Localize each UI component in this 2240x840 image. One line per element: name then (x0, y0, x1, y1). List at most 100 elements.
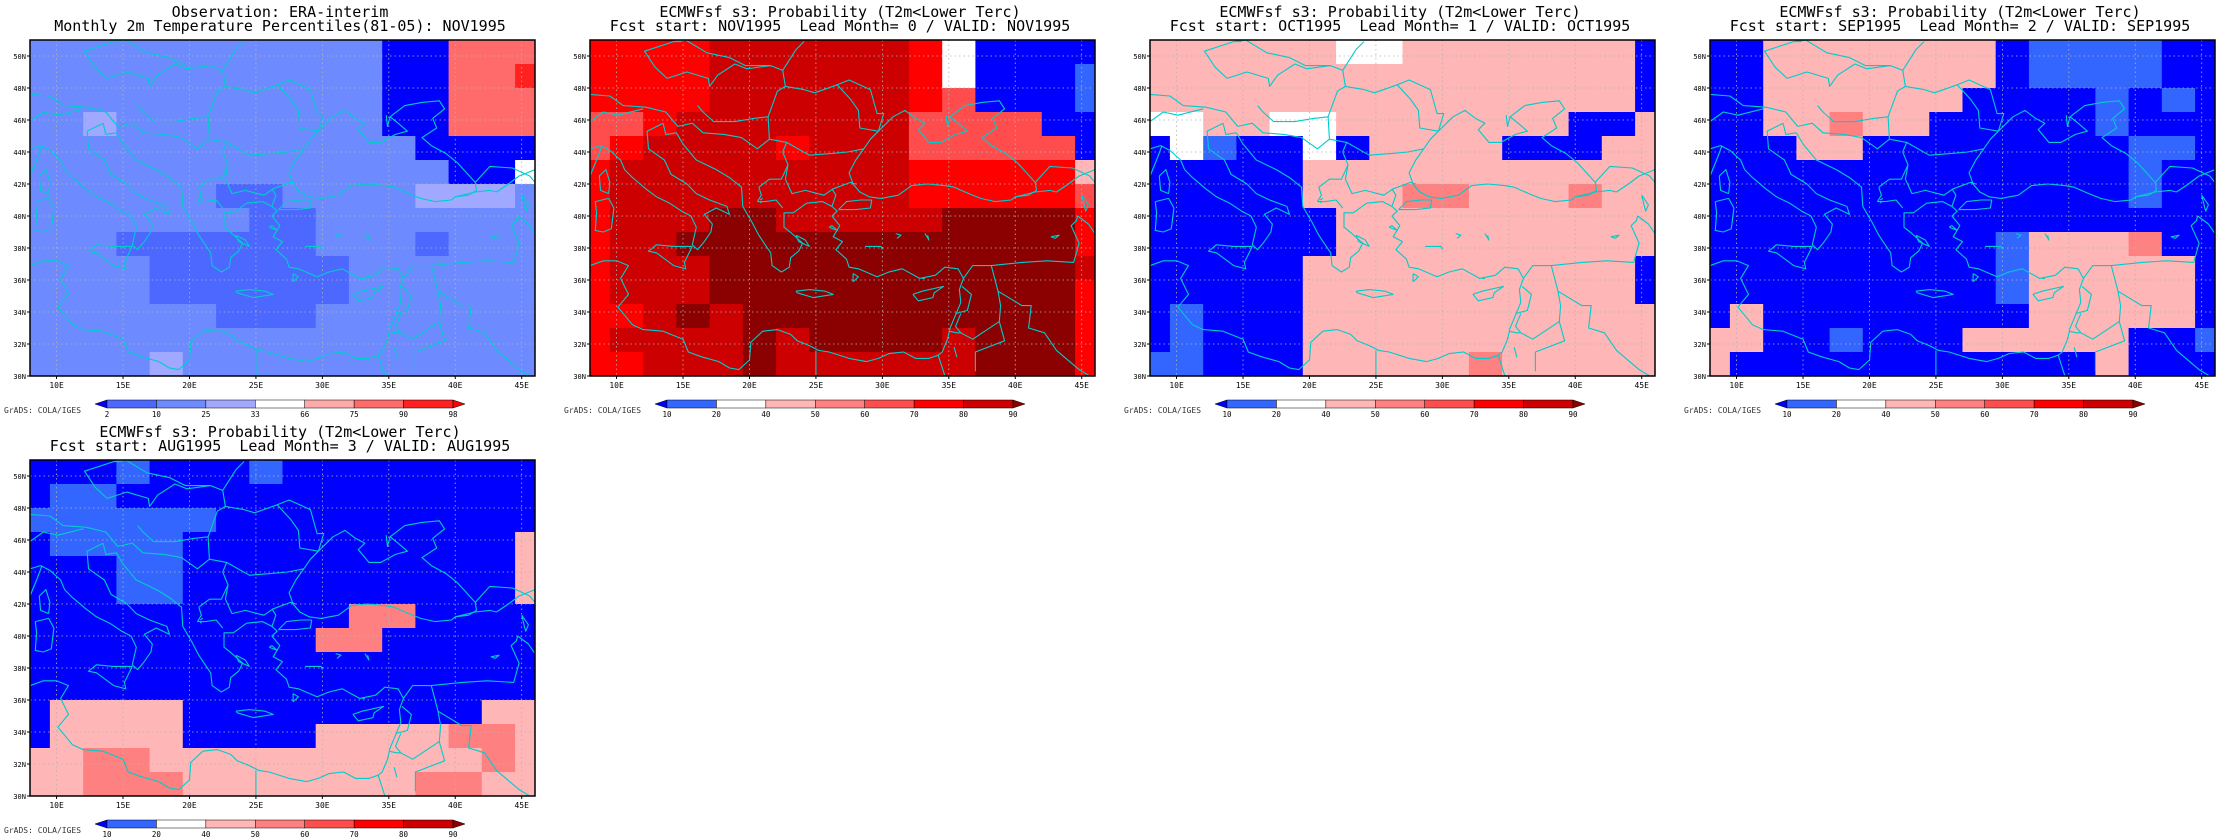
coastline (400, 741, 440, 760)
grid-cell (182, 136, 217, 161)
grid-cell (1302, 352, 1337, 376)
coastline (305, 665, 323, 670)
lat-tick-label: 48N (13, 505, 26, 513)
grid-cell (49, 460, 84, 485)
grid-cell (1402, 40, 1437, 65)
grid-cell (415, 208, 450, 233)
grid-cell (515, 256, 535, 281)
grid-cell (1236, 64, 1271, 89)
map-area (30, 40, 535, 376)
grid-cell (1962, 256, 1997, 281)
lat-tick-label: 34N (1133, 309, 1146, 317)
grid-cell (908, 64, 943, 89)
grid-cell (1302, 112, 1337, 137)
lon-tick-label: 40E (1008, 381, 1023, 390)
grid-cell (282, 676, 317, 701)
grid-cell (149, 748, 184, 773)
grid-cell (415, 772, 450, 796)
grid-cell (1336, 352, 1370, 376)
coastline (1817, 105, 1890, 140)
grid-cell (742, 160, 777, 185)
grid-cell (2095, 208, 2130, 233)
grid-cell (1929, 160, 1964, 185)
coastline (83, 460, 211, 499)
grid-cell (30, 88, 51, 113)
grid-cell (116, 184, 151, 209)
grid-cell (182, 328, 217, 353)
grid-cell (1962, 280, 1997, 305)
grid-cell (415, 304, 450, 329)
coastline (643, 40, 771, 79)
colorbar-box (1473, 399, 1524, 409)
grid-cell (1862, 112, 1897, 137)
grid-cell (1075, 184, 1095, 209)
grid-cell (415, 460, 450, 485)
grid-cell (1862, 304, 1897, 329)
colorbar-label: 20 (1272, 410, 1282, 419)
grid-cell (315, 724, 350, 749)
coastline (1346, 141, 1424, 156)
grid-cell (1896, 88, 1930, 113)
coastline (1081, 194, 1089, 212)
grid-cell (315, 772, 350, 796)
coastline (288, 520, 478, 623)
grid-cell (2128, 184, 2163, 209)
grid-cell (1896, 64, 1930, 89)
grid-cell (182, 700, 217, 725)
grid-cell (116, 64, 151, 89)
grid-cell (2062, 136, 2096, 161)
lon-tick-label: 20E (182, 381, 197, 390)
grid-cell (1336, 112, 1370, 137)
grid-cell (1796, 64, 1831, 89)
grid-cell (1502, 280, 1536, 305)
grid-cell (1369, 40, 1404, 65)
grid-cell (709, 88, 744, 113)
grid-cell (415, 328, 450, 353)
grid-cell (315, 532, 350, 557)
grid-cell (116, 304, 151, 329)
grid-cell (742, 136, 777, 161)
grid-cell (382, 160, 416, 185)
grid-cell (30, 280, 51, 305)
grid-cell (1041, 328, 1076, 353)
coastline (226, 141, 304, 156)
coastline (1767, 244, 1813, 270)
grid-cell (348, 580, 383, 605)
grid-cell (83, 304, 117, 329)
grid-cell (1269, 280, 1304, 305)
colorbar-box (255, 819, 305, 829)
grid-cell (1601, 88, 1636, 113)
coastline (268, 645, 278, 651)
coastline (2110, 265, 2211, 376)
colorbar-label: 70 (1470, 410, 1480, 419)
grid-cell (1929, 328, 1964, 353)
grid-cell (348, 136, 383, 161)
grid-cell (515, 580, 535, 605)
grid-cell (1150, 304, 1171, 329)
grid-cell (2128, 64, 2163, 89)
grid-cell (415, 88, 450, 113)
grid-cell (1302, 304, 1337, 329)
grid-cell (282, 724, 317, 749)
grid-cell (1502, 352, 1536, 376)
coastline (534, 184, 535, 186)
coastline (197, 199, 224, 209)
grid-cell (315, 88, 350, 113)
coastline (1718, 169, 1731, 195)
grid-cell (1468, 160, 1503, 185)
grid-cell (1502, 232, 1536, 257)
coastline (1915, 289, 1954, 299)
coastline (1319, 197, 1324, 201)
grid-cell (415, 136, 450, 161)
lon-tick-label: 35E (1502, 381, 1517, 390)
grid-cell (942, 136, 976, 161)
grid-cell (182, 64, 217, 89)
grid-cell (149, 724, 184, 749)
grid-cell (2195, 184, 2215, 209)
lat-tick-label: 48N (1693, 85, 1706, 93)
grid-cell (481, 532, 516, 557)
grid-cell (776, 64, 810, 89)
grid-cell (481, 184, 516, 209)
coastline (395, 285, 412, 315)
grid-cell (1635, 184, 1655, 209)
